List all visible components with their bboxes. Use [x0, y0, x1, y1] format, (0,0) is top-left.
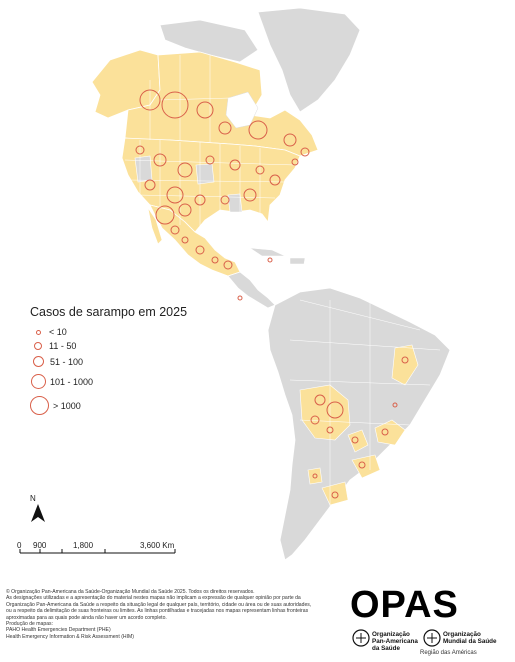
oms-emblem-icon — [423, 629, 441, 647]
map-footer: © Organização Pan-Americana da Saúde-Org… — [6, 589, 336, 640]
ops-name-line: Organização — [372, 631, 410, 638]
arctic-islands — [159, 19, 259, 63]
scale-tick-900: 900 — [33, 541, 47, 550]
brazil-ne-region — [391, 344, 419, 386]
us-gray-state-1 — [134, 155, 153, 183]
legend-symbol-icon — [31, 374, 46, 389]
legend-item-101-1000: 101 - 1000 — [30, 374, 93, 389]
us-gray-state-3 — [227, 193, 243, 213]
footer-department: PAHO Health Emergencies Department (PHE) — [6, 627, 111, 634]
cuba — [249, 247, 286, 257]
legend-item-lt10: < 10 — [30, 327, 67, 337]
legend-symbol-icon — [34, 342, 42, 350]
south-america — [267, 287, 451, 561]
legend-item-gt1000: > 1000 — [30, 396, 81, 415]
footer-copyright: © Organização Pan-Americana da Saúde-Org… — [6, 589, 255, 595]
greenland — [257, 7, 361, 113]
ops-emblem-icon — [352, 629, 370, 647]
region-label: Região das Américas — [420, 650, 477, 656]
legend-label: > 1000 — [53, 400, 81, 411]
footer-disclaimer-2: Organização Pan-Americana da Saúde a res… — [6, 601, 312, 608]
oms-name-line: Organização — [443, 631, 481, 638]
opas-logo: OPAS — [350, 584, 459, 626]
scale-tick-0: 0 — [17, 541, 22, 550]
scale-tick-1800: 1,800 — [73, 541, 94, 550]
oms-name-line: Mundial da Saúde — [443, 638, 497, 645]
north-label: N — [30, 494, 36, 503]
oms-name: Organização Mundial da Saúde — [443, 631, 497, 645]
scale-bar — [19, 549, 176, 554]
north-arrow-icon — [31, 504, 45, 522]
state-borders — [124, 55, 441, 520]
legend-item-51-100: 51 - 100 — [30, 356, 83, 367]
scale-tick-3600: 3,600 Km — [140, 541, 175, 550]
legend-label: 11 - 50 — [49, 341, 77, 351]
case-circles — [135, 89, 409, 499]
ops-name-line: Pan-Americana — [372, 638, 418, 645]
central-america — [227, 271, 276, 309]
legend-symbol-icon — [30, 396, 49, 415]
footer-disclaimer-3: ou a respeito da delimitação de suas fro… — [6, 608, 309, 615]
bolivia-region — [299, 384, 351, 441]
footer-disclaimer-1: As designações utilizadas e a apresentaç… — [6, 595, 301, 602]
baja-california — [147, 207, 163, 245]
legend-title: Casos de sarampo em 2025 — [30, 305, 188, 319]
brazil-se-region — [374, 419, 406, 446]
legend-label: < 10 — [49, 327, 67, 337]
argentina-region-2 — [321, 481, 349, 506]
ops-name-line: da Saúde — [372, 645, 400, 652]
hispaniola — [289, 257, 306, 265]
legend-item-11-50: 11 - 50 — [30, 341, 76, 351]
legend-symbol-icon — [33, 356, 44, 367]
footer-unit: Health Emergency Information & Risk Asse… — [6, 633, 134, 640]
us-gray-state-2 — [195, 163, 215, 185]
footer-production-label: Produção de mapas: — [6, 621, 54, 628]
legend-label: 51 - 100 — [50, 356, 84, 367]
legend-label: 101 - 1000 — [50, 376, 94, 387]
argentina-region-3 — [307, 467, 323, 485]
argentina-region-1 — [351, 454, 381, 479]
ops-name: Organização Pan-Americana da Saúde — [372, 631, 418, 652]
footer-disclaimer-4: aproximadas para as quais pode ainda não… — [6, 614, 167, 621]
legend-symbol-icon — [36, 329, 41, 335]
